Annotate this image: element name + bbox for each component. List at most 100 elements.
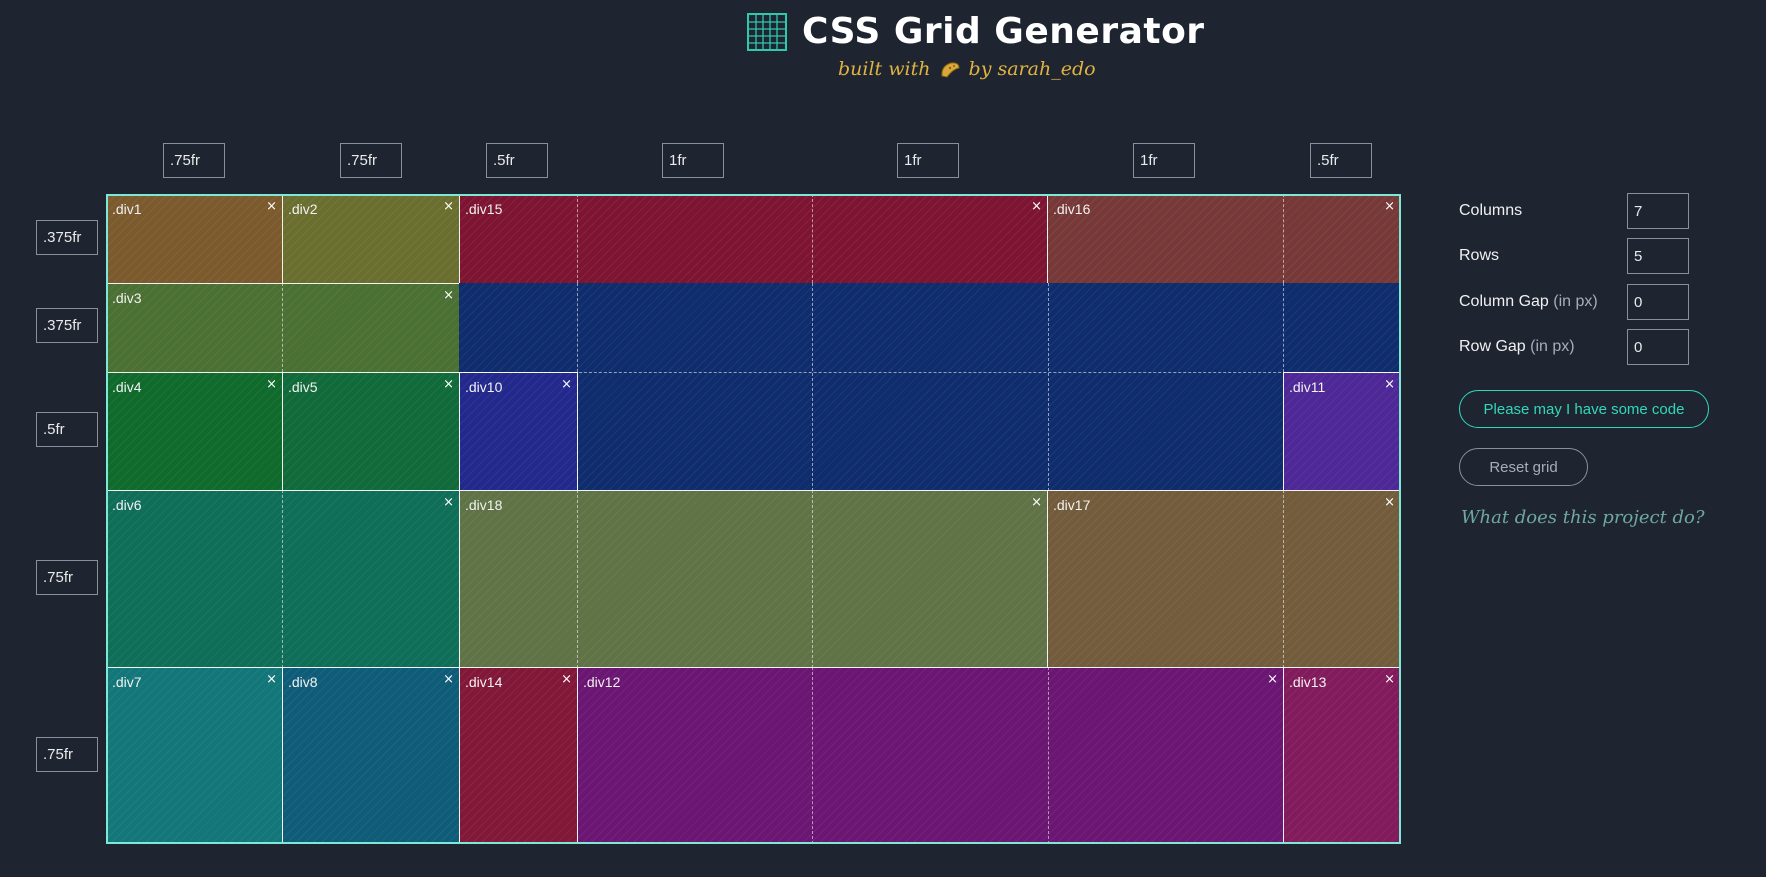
close-icon[interactable]: × — [266, 199, 277, 214]
grid-item[interactable]: .div11 × — [1283, 372, 1401, 491]
grid-line — [282, 283, 283, 372]
columns-control: Columns — [1459, 193, 1709, 229]
close-icon[interactable]: × — [443, 495, 454, 510]
column-gap-label: Column Gap (in px) — [1459, 293, 1598, 311]
grid-line — [812, 667, 813, 844]
close-icon[interactable]: × — [1384, 672, 1395, 687]
close-icon[interactable]: × — [1384, 495, 1395, 510]
item-label: .div10 — [465, 379, 503, 395]
grid-line — [812, 194, 813, 283]
grid-item[interactable]: .div17 × — [1047, 490, 1401, 668]
grid-line — [577, 283, 578, 372]
column-size-input-2[interactable] — [340, 143, 402, 178]
grid-item[interactable]: .div7 × — [106, 667, 283, 844]
close-icon[interactable]: × — [443, 199, 454, 214]
item-label: .div8 — [288, 674, 318, 690]
grid-item[interactable]: .div10 × — [459, 372, 578, 491]
grid-logo-icon — [747, 13, 787, 51]
close-icon[interactable]: × — [1031, 199, 1042, 214]
row-size-input-3[interactable] — [36, 412, 98, 447]
row-size-input-1[interactable] — [36, 220, 98, 255]
close-icon[interactable]: × — [443, 288, 454, 303]
grid-item[interactable]: .div15 × — [459, 194, 1048, 284]
grid-line — [459, 372, 1401, 373]
title-wrap: CSS Grid Generator — [746, 10, 1205, 52]
tagline: built with by sarah_edo — [838, 58, 1096, 80]
row-gap-label-text: Row Gap — [1459, 338, 1526, 355]
column-size-input-5[interactable] — [897, 143, 959, 178]
close-icon[interactable]: × — [1384, 199, 1395, 214]
page-title: CSS Grid Generator — [802, 10, 1205, 52]
close-icon[interactable]: × — [1031, 495, 1042, 510]
grid-item[interactable]: .div2 × — [282, 194, 460, 284]
row-gap-input[interactable] — [1627, 329, 1689, 365]
item-label: .div18 — [465, 497, 503, 513]
grid-line — [577, 194, 578, 283]
item-label: .div4 — [112, 379, 142, 395]
grid-item[interactable]: .div12 × — [577, 667, 1284, 844]
column-size-input-1[interactable] — [163, 143, 225, 178]
column-size-input-7[interactable] — [1310, 143, 1372, 178]
grid-line — [1048, 667, 1049, 844]
close-icon[interactable]: × — [561, 377, 572, 392]
item-label: .div6 — [112, 497, 142, 513]
item-label: .div7 — [112, 674, 142, 690]
item-label: .div1 — [112, 201, 142, 217]
column-size-input-4[interactable] — [662, 143, 724, 178]
grid-item[interactable]: .div8 × — [282, 667, 460, 844]
row-size-input-2[interactable] — [36, 308, 98, 343]
taco-icon — [940, 62, 960, 78]
grid-item[interactable]: .div5 × — [282, 372, 460, 491]
item-label: .div11 — [1289, 379, 1326, 395]
tagline-after: by sarah_edo — [968, 58, 1096, 80]
grid-area[interactable]: .div1 × .div2 × .div15 × .div16 × .div3 … — [106, 194, 1401, 844]
column-gap-label-text: Column Gap — [1459, 293, 1549, 310]
reset-grid-button[interactable]: Reset grid — [1459, 448, 1588, 486]
grid-line — [1283, 490, 1284, 668]
column-size-input-6[interactable] — [1133, 143, 1195, 178]
item-label: .div13 — [1289, 674, 1327, 690]
column-gap-input[interactable] — [1627, 284, 1689, 320]
row-gap-label: Row Gap (in px) — [1459, 338, 1575, 356]
close-icon[interactable]: × — [443, 672, 454, 687]
row-gap-control: Row Gap (in px) — [1459, 329, 1709, 365]
grid-item[interactable]: .div13 × — [1283, 667, 1401, 844]
item-label: .div5 — [288, 379, 318, 395]
row-size-input-4[interactable] — [36, 560, 98, 595]
item-label: .div16 — [1053, 201, 1091, 217]
rows-control: Rows — [1459, 238, 1709, 274]
close-icon[interactable]: × — [266, 672, 277, 687]
columns-label: Columns — [1459, 202, 1523, 219]
item-label: .div17 — [1053, 497, 1091, 513]
grid-item[interactable]: .div16 × — [1047, 194, 1401, 284]
grid-line — [1048, 283, 1049, 491]
item-label: .div2 — [288, 201, 318, 217]
grid-item[interactable]: .div3 × — [106, 283, 460, 373]
what-does-project-do-link[interactable]: What does this project do? — [1461, 507, 1705, 528]
columns-input[interactable] — [1627, 193, 1689, 229]
grid-item[interactable]: .div1 × — [106, 194, 283, 284]
column-gap-unit: (in px) — [1553, 293, 1598, 310]
close-icon[interactable]: × — [1267, 672, 1278, 687]
header: CSS Grid Generator built with by sarah_e… — [0, 0, 1766, 100]
tagline-before: built with — [838, 58, 931, 80]
grid-item[interactable]: .div4 × — [106, 372, 283, 491]
grid-line — [1283, 283, 1284, 372]
close-icon[interactable]: × — [561, 672, 572, 687]
grid-item[interactable]: .div18 × — [459, 490, 1048, 668]
close-icon[interactable]: × — [1384, 377, 1395, 392]
column-size-input-3[interactable] — [486, 143, 548, 178]
grid-line — [577, 490, 578, 668]
row-size-input-5[interactable] — [36, 737, 98, 772]
close-icon[interactable]: × — [266, 377, 277, 392]
empty-area — [459, 283, 1401, 491]
column-gap-control: Column Gap (in px) — [1459, 284, 1709, 320]
item-label: .div3 — [112, 290, 142, 306]
grid-item[interactable]: .div6 × — [106, 490, 460, 668]
item-label: .div14 — [465, 674, 503, 690]
rows-input[interactable] — [1627, 238, 1689, 274]
get-code-button[interactable]: Please may I have some code — [1459, 390, 1709, 428]
close-icon[interactable]: × — [443, 377, 454, 392]
row-gap-unit: (in px) — [1530, 338, 1575, 355]
grid-item[interactable]: .div14 × — [459, 667, 578, 844]
